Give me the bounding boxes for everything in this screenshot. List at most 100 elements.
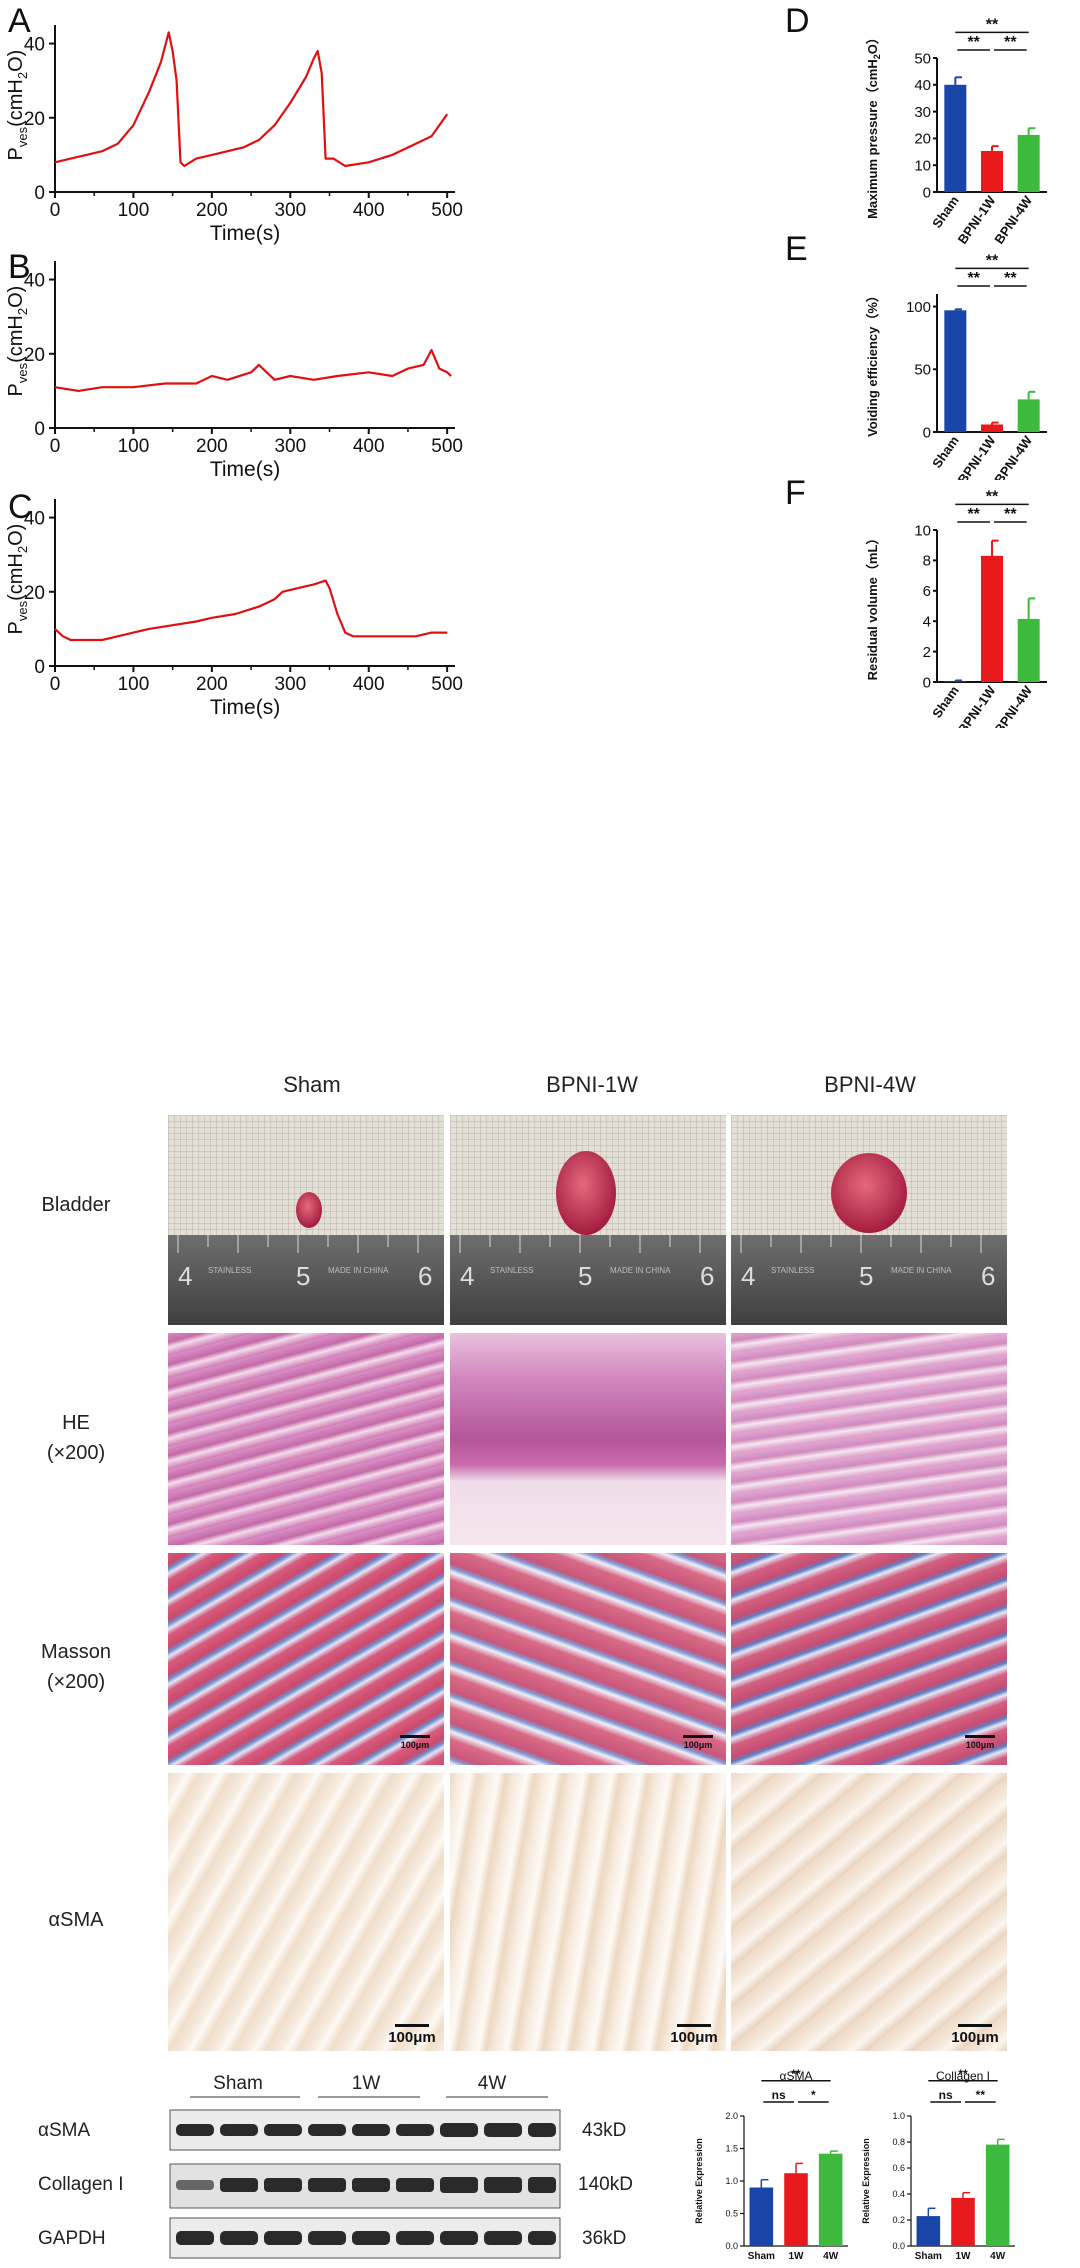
scalebar-line — [965, 1735, 995, 1738]
he-image-sham — [168, 1333, 444, 1545]
band — [528, 2231, 556, 2245]
significance-label: ** — [958, 2067, 968, 2081]
chart-title: Collagen I — [936, 2069, 990, 2083]
row-label-masson: Masson (×200) — [16, 1637, 136, 1697]
ruler-number-4: 4 — [178, 1261, 192, 1291]
ruler-number-6: 6 — [418, 1261, 432, 1291]
panel-letter-e: E — [785, 230, 808, 268]
x-category-label: Sham — [929, 193, 962, 231]
x-tick-label: 500 — [431, 200, 463, 221]
y-axis-title-subscript: 2 — [15, 72, 30, 79]
band — [440, 2231, 478, 2245]
y-axis-title: Pves(cmH2O) — [5, 286, 30, 397]
blot-size-asma: 43kD — [582, 2120, 626, 2141]
y-tick-label: 8 — [923, 553, 931, 570]
y-axis-title-subscript: ves — [15, 600, 30, 621]
x-tick-label: 300 — [274, 436, 306, 457]
band — [396, 2178, 434, 2192]
x-tick-label: 100 — [118, 674, 150, 695]
western-blot: Sham 1W 4W αSMA Collagen I GAPDH 43kD 14… — [38, 2073, 633, 2259]
panel-letter-c: C — [8, 488, 33, 526]
ruler-brand-text: STAINLESS — [771, 1266, 814, 1275]
x-tick-label: 400 — [353, 436, 385, 457]
x-category-label: BPNI-1W — [955, 433, 999, 480]
band — [352, 2231, 390, 2245]
column-header-bpni-1w: BPNI-1W — [546, 1072, 638, 1097]
bar-bpni-4w — [1017, 134, 1040, 192]
x-category-label: 1W — [789, 2251, 805, 2262]
bar-1w — [784, 2173, 808, 2246]
scalebar-line — [400, 1735, 430, 1738]
blot-label-gapdh: GAPDH — [38, 2228, 106, 2249]
ruler-number-5: 5 — [859, 1261, 873, 1291]
y-axis-title-part: (cmH — [5, 79, 27, 127]
x-category-label: BPNI-4W — [991, 433, 1035, 480]
band — [484, 2177, 522, 2193]
scalebar-line — [677, 2024, 711, 2027]
y-axis-title-part: (cmH — [5, 553, 27, 601]
y-tick-label: 6 — [923, 583, 931, 600]
y-tick-label: 0.2 — [892, 2215, 905, 2225]
ruler-made-in-text: MADE IN CHINA — [891, 1266, 952, 1275]
x-axis-title: Time(s) — [210, 222, 280, 245]
band — [440, 2177, 478, 2193]
x-category-label: Sham — [929, 683, 962, 721]
ruler-made-in-text: MADE IN CHINA — [610, 1266, 671, 1275]
blot-label-collagen: Collagen I — [38, 2174, 124, 2195]
asma-image-bpni-4w — [731, 1773, 1007, 2051]
x-tick-label: 0 — [50, 436, 61, 457]
y-axis-title: Maximum pressure（cmH2O） — [865, 31, 882, 219]
ruler-number-4: 4 — [460, 1261, 474, 1291]
x-category-label: Sham — [929, 433, 962, 471]
x-tick-label: 300 — [274, 674, 306, 695]
y-tick-label: 20 — [24, 345, 45, 366]
x-tick-label: 300 — [274, 200, 306, 221]
scalebar-line — [395, 2024, 429, 2027]
y-tick-label: 0 — [34, 419, 45, 440]
bar-sham — [916, 2216, 941, 2246]
bar-sham — [749, 2187, 774, 2246]
y-axis-title: Relative Expression — [861, 2138, 871, 2224]
x-category-label: 1W — [956, 2251, 972, 2262]
blot-group-1w: 1W — [352, 2073, 381, 2094]
y-axis-title: Voiding efficiency（%） — [865, 289, 880, 437]
y-tick-label: 2.0 — [725, 2111, 738, 2121]
asma-image-sham — [168, 1773, 444, 2051]
bar-sham — [944, 84, 967, 192]
y-tick-label: 4 — [923, 613, 931, 630]
y-axis-title: Pves(cmH2O) — [5, 524, 30, 635]
y-tick-label: 50 — [914, 362, 931, 379]
significance-label: ** — [986, 18, 999, 33]
ruler-brand-text: STAINLESS — [208, 1266, 251, 1275]
significance-label: ** — [1004, 34, 1017, 51]
x-tick-label: 200 — [196, 436, 228, 457]
y-tick-label: 0.6 — [892, 2163, 905, 2173]
band — [264, 2231, 302, 2245]
blot-label-asma: αSMA — [38, 2120, 90, 2141]
masson-image-bpni-4w — [731, 1553, 1007, 1765]
bar-1w — [951, 2197, 975, 2246]
bar-sham — [944, 310, 967, 432]
y-tick-label: 50 — [914, 50, 931, 67]
x-category-label: 4W — [823, 2251, 839, 2262]
y-tick-label: 20 — [24, 109, 45, 130]
significance-label: ** — [1004, 506, 1017, 523]
scalebar-label: 100μm — [683, 1740, 713, 1750]
scalebar-asma-4w: 100μm — [943, 2024, 1007, 2046]
panel-letter-d: D — [785, 2, 810, 40]
bladder-photo-sham: 4 5 6 STAINLESS MADE IN CHINA — [168, 1115, 444, 1325]
y-axis-title-part: P — [5, 383, 27, 396]
bladder-photo-bpni-4w: 4 5 6 STAINLESS MADE IN CHINA — [731, 1115, 1007, 1325]
pressure-trace-line — [54, 348, 452, 392]
he-image-bpni-1w — [450, 1333, 726, 1545]
x-category-label: BPNI-4W — [991, 683, 1035, 728]
blot-size-gapdh: 36kD — [582, 2228, 626, 2249]
ruler-number-4: 4 — [741, 1261, 755, 1291]
x-tick-label: 200 — [196, 674, 228, 695]
y-tick-label: 0 — [923, 674, 931, 691]
band — [220, 2178, 258, 2192]
panel-letter-f: F — [785, 474, 806, 512]
row-label-asma: αSMA — [48, 1909, 104, 1931]
bar-bpni-1w — [981, 555, 1003, 682]
blot-size-collagen: 140kD — [578, 2174, 633, 2195]
